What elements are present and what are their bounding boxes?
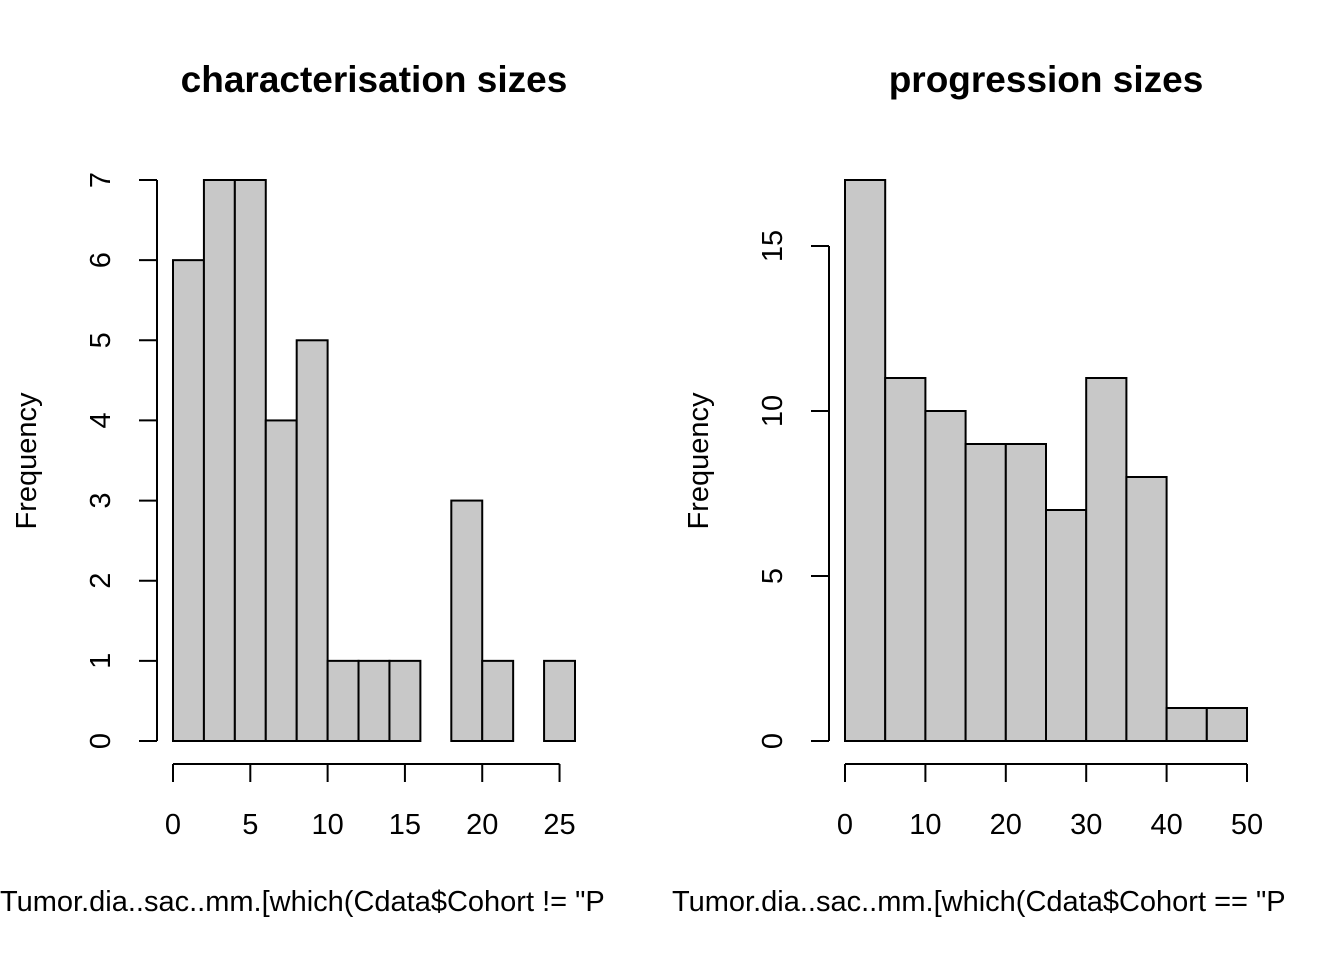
x-tick-label: 50 — [1231, 809, 1263, 841]
histogram-bar — [172, 259, 205, 742]
histogram-bar — [202, 179, 236, 742]
chart-title: characterisation sizes — [181, 59, 568, 100]
y-tick-label: 6 — [85, 252, 117, 268]
chart-title: progression sizes — [889, 59, 1204, 100]
histogram-bar — [844, 179, 887, 742]
y-tick-label: 5 — [757, 568, 789, 584]
histogram-bar — [1085, 377, 1128, 742]
x-tick-label: 25 — [543, 809, 575, 841]
histogram-bar — [264, 419, 298, 742]
characterisation-histogram: characterisation sizes 0 1 2 3 4 5 6 7 0 5 10 15 20 25… — [0, 59, 605, 918]
histogram-bar — [884, 377, 927, 742]
x-tick-label: 30 — [1070, 809, 1102, 841]
histogram-bar — [357, 659, 391, 742]
histogram-bar — [326, 659, 360, 742]
y-tick-label: 3 — [85, 493, 117, 509]
histogram-bar — [450, 499, 484, 743]
x-tick-label: 10 — [311, 809, 343, 841]
y-tick-label: 1 — [85, 653, 117, 669]
x-tick-label: 0 — [837, 809, 853, 841]
histogram-bar — [295, 339, 329, 742]
x-tick-label: 5 — [242, 809, 258, 841]
y-tick-label: 10 — [757, 395, 789, 427]
y-tick-label: 0 — [85, 733, 117, 749]
histogram-bar — [924, 410, 967, 742]
x-axis-label: Tumor.dia..sac..mm.[which(Cdata$Cohort =… — [672, 886, 1286, 918]
x-tick-label: 20 — [990, 809, 1022, 841]
progression-histogram: progression sizes 0 5 10 15 0 10 20 30 40 50 Freque… — [672, 59, 1286, 918]
y-tick-label: 0 — [757, 733, 789, 749]
histogram-bar — [1045, 509, 1088, 742]
histogram-bar — [1004, 443, 1047, 742]
y-tick-label: 7 — [85, 172, 117, 188]
histogram-bar — [1165, 707, 1208, 742]
x-axis-label: Tumor.dia..sac..mm.[which(Cdata$Cohort !… — [0, 886, 605, 918]
y-tick-label: 5 — [85, 332, 117, 348]
x-tick-label: 40 — [1150, 809, 1182, 841]
histogram-bar — [1205, 707, 1249, 742]
histogram-bar — [1125, 476, 1168, 742]
y-axis-label: Frequency — [11, 392, 43, 530]
histogram-bar — [481, 659, 515, 742]
y-tick-label: 4 — [85, 412, 117, 428]
y-tick-label: 2 — [85, 573, 117, 589]
y-tick-label: 15 — [757, 230, 789, 262]
x-tick-label: 15 — [389, 809, 421, 841]
histogram-bar — [543, 659, 576, 742]
histogram-bar — [964, 443, 1007, 742]
x-tick-label: 10 — [909, 809, 941, 841]
histogram-bar — [388, 659, 422, 742]
histogram-bar — [233, 179, 267, 742]
x-tick-label: 0 — [165, 809, 181, 841]
x-tick-label: 20 — [466, 809, 498, 841]
y-axis-label: Frequency — [683, 392, 715, 530]
